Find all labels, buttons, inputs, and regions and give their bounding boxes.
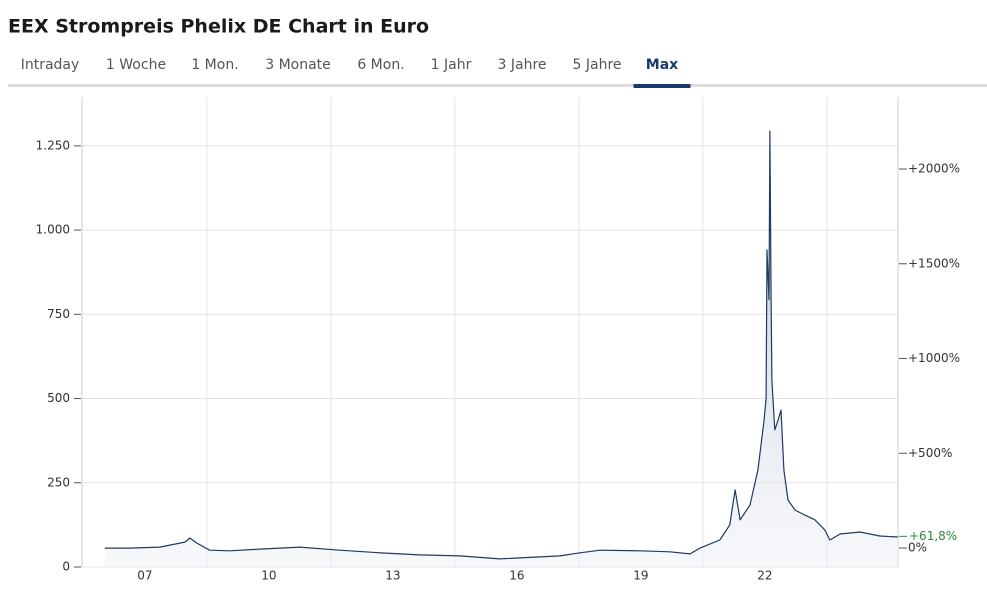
x-tick-label: 22 [757, 569, 772, 583]
change-label: +61,8% [909, 529, 957, 543]
y-tick-label: 1.000 [36, 223, 70, 237]
x-tick-label: 19 [633, 569, 648, 583]
x-tick-label: 13 [385, 569, 400, 583]
y-tick-label: 0 [62, 560, 70, 574]
y2-tick-label: 0% [908, 541, 927, 555]
active-tab-underline [633, 84, 691, 88]
x-tick-label: 16 [509, 569, 524, 583]
tab[interactable]: Max [646, 57, 678, 73]
y-tick-label: 1.250 [36, 138, 70, 152]
price-line [104, 130, 899, 560]
y2-tick-label: +1000% [908, 351, 960, 365]
tab[interactable]: Intraday [21, 57, 80, 73]
y-tick-label: 500 [47, 391, 70, 405]
tab[interactable]: 5 Jahre [573, 57, 622, 73]
tab[interactable]: 3 Jahre [498, 57, 547, 73]
tab[interactable]: 6 Mon. [357, 57, 404, 73]
x-tick-label: 07 [137, 569, 152, 583]
tab[interactable]: 1 Woche [106, 57, 166, 73]
chart-title: EEX Strompreis Phelix DE Chart in Euro [8, 16, 429, 38]
y-tick-label: 750 [47, 307, 70, 321]
area-fill [104, 131, 898, 567]
tab-bar-line [8, 84, 987, 87]
y2-tick-label: +2000% [908, 162, 960, 176]
y-tick-label: 250 [47, 475, 70, 489]
x-tick-label: 10 [261, 569, 276, 583]
y2-tick-label: +500% [908, 446, 952, 460]
tab[interactable]: 1 Mon. [191, 57, 238, 73]
y2-tick-label: +1500% [908, 256, 960, 270]
tab[interactable]: 1 Jahr [431, 57, 472, 73]
tab[interactable]: 3 Monate [265, 57, 331, 73]
